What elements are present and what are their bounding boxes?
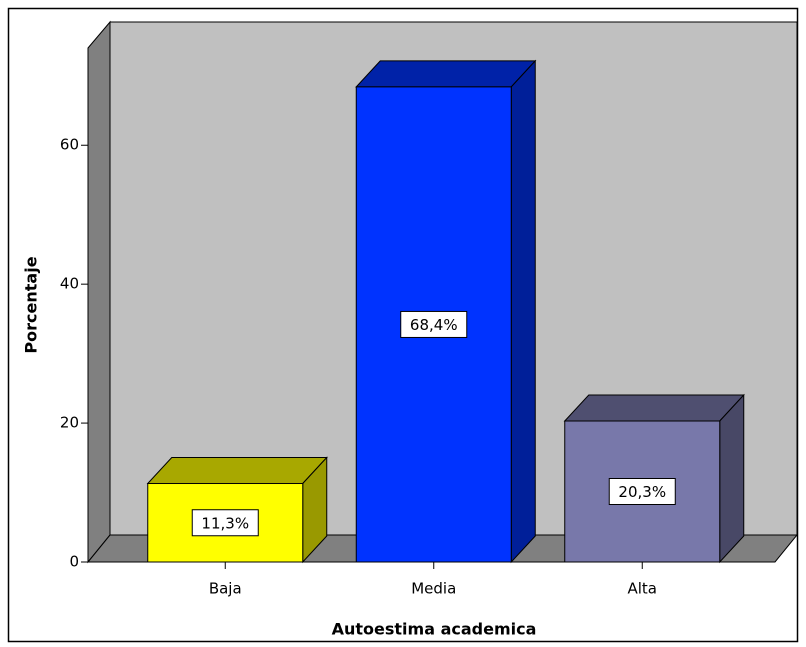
value-label: 68,4%	[410, 316, 458, 334]
bar-side	[510, 59, 536, 564]
x-tick-label: Media	[411, 580, 456, 598]
y-tick-label: 20	[60, 414, 79, 432]
value-label-box	[608, 477, 676, 505]
x-axis-title: Autoestima academica	[332, 620, 537, 639]
y-tick-label: 60	[60, 136, 79, 154]
bar-top	[563, 394, 745, 422]
x-tick-label: Baja	[209, 580, 242, 598]
value-label-box	[191, 509, 259, 537]
side-wall	[87, 20, 111, 564]
value-label-box	[400, 310, 468, 338]
bar-top	[355, 60, 537, 88]
bar-top	[146, 457, 328, 485]
value-label: 20,3%	[618, 483, 666, 501]
y-tick-label: 0	[69, 553, 79, 571]
value-label: 11,3%	[201, 514, 249, 532]
y-tick-label: 40	[60, 275, 79, 293]
y-axis-title: Porcentaje	[22, 256, 41, 353]
x-tick-label: Alta	[627, 580, 657, 598]
bar-side	[719, 393, 745, 564]
